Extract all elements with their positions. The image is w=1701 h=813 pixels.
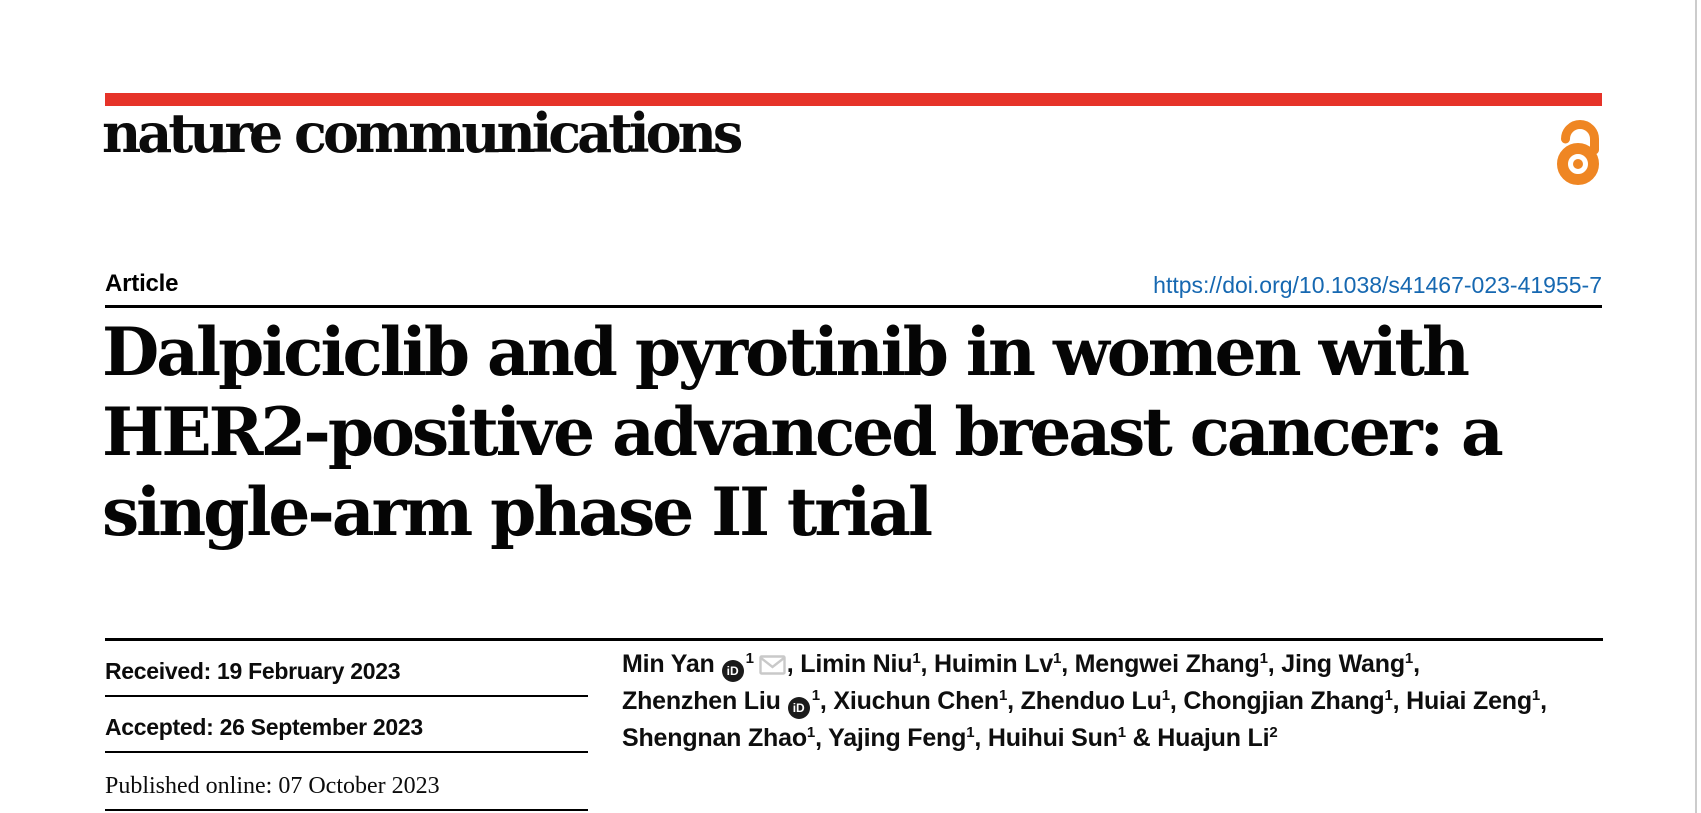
author-name-text: , Mengwei Zhang xyxy=(1061,650,1260,678)
open-access-icon xyxy=(1557,120,1599,185)
author-name-text: , xyxy=(1413,650,1420,678)
date-divider xyxy=(105,695,588,697)
doi-link[interactable]: https://doi.org/10.1038/s41467-023-41955… xyxy=(1153,272,1602,298)
received-date: Received: 19 February 2023 xyxy=(105,658,401,684)
title-line-3: single-arm phase II trial xyxy=(102,473,933,551)
orcid-icon[interactable]: iD xyxy=(721,660,744,682)
affiliation-superscript: 1 xyxy=(999,687,1008,704)
author-list: Min Yan iD1, Limin Niu1, Huimin Lv1, Meng… xyxy=(622,646,1632,757)
author-name-text: , Chongjian Zhang xyxy=(1169,687,1385,715)
author-name-text: , Limin Niu xyxy=(786,650,913,678)
header-rule xyxy=(105,305,1602,308)
email-icon[interactable] xyxy=(759,655,786,675)
author-name-text: & Huajun Li xyxy=(1125,724,1270,752)
author-name-text: , Zhenduo Lu xyxy=(1007,687,1162,715)
orcid-icon[interactable]: iD xyxy=(787,697,810,719)
brand-color-bar xyxy=(105,93,1602,106)
email-envelope-glyph xyxy=(759,655,786,675)
affiliation-superscript: 2 xyxy=(1269,724,1278,741)
affiliation-superscript: 1 xyxy=(1404,650,1414,667)
author-line: Shengnan Zhao1, Yajing Feng1, Huihui Sun… xyxy=(622,720,1632,757)
affiliation-superscript: 1 xyxy=(806,724,816,741)
author-line: Min Yan iD1, Limin Niu1, Huimin Lv1, Meng… xyxy=(622,646,1632,683)
metadata-top-rule xyxy=(105,638,1603,641)
author-name-text: , Huimin Lv xyxy=(920,650,1054,678)
author-name-text: , Huiai Zeng xyxy=(1392,687,1532,715)
affiliation-superscript: 1 xyxy=(1384,687,1393,704)
affiliation-superscript: 1 xyxy=(745,650,754,667)
author-name-text: Shengnan Zhao xyxy=(622,724,807,752)
author-name-text: , Huihui Sun xyxy=(974,724,1118,752)
author-line: Zhenzhen Liu iD1, Xiuchun Chen1, Zhenduo … xyxy=(622,683,1632,720)
affiliation-superscript: 1 xyxy=(966,724,975,741)
title-line-2: HER2-positive advanced breast cancer: a xyxy=(102,393,1504,471)
page-right-edge xyxy=(1695,0,1697,813)
title-line-1: Dalpiciclib and pyrotinib in women with xyxy=(102,313,1470,391)
author-name-text: , xyxy=(1540,687,1547,715)
affiliation-superscript: 1 xyxy=(1117,724,1126,741)
affiliation-superscript: 1 xyxy=(811,687,820,704)
affiliation-superscript: 1 xyxy=(1161,687,1170,704)
author-name-text: , Xiuchun Chen xyxy=(819,687,1000,715)
date-divider xyxy=(105,809,588,811)
affiliation-superscript: 1 xyxy=(912,650,921,667)
affiliation-superscript: 1 xyxy=(1531,687,1541,704)
accepted-date: Accepted: 26 September 2023 xyxy=(105,714,423,740)
paper-title: Dalpiciclib and pyrotinib in women with … xyxy=(102,312,1504,552)
article-type-label: Article xyxy=(105,270,179,297)
author-name-text: Zhenzhen Liu xyxy=(622,687,781,715)
published-online-date: Published online: 07 October 2023 xyxy=(105,773,440,799)
journal-logo: nature communications xyxy=(102,101,743,165)
author-name-text: , Yajing Feng xyxy=(815,724,967,752)
affiliation-superscript: 1 xyxy=(1053,650,1062,667)
author-name-text: Min Yan xyxy=(622,650,715,678)
date-divider xyxy=(105,751,588,753)
affiliation-superscript: 1 xyxy=(1259,650,1268,667)
author-name-text: , Jing Wang xyxy=(1267,650,1405,678)
